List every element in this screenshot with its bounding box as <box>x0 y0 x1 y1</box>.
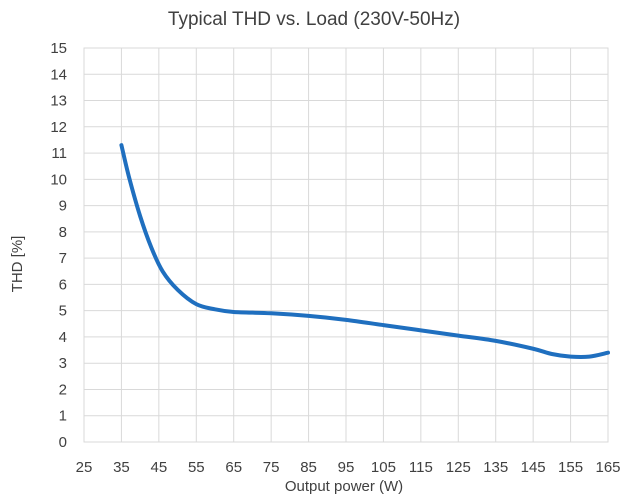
y-tick-label: 3 <box>59 355 67 372</box>
x-tick-label: 45 <box>151 459 168 476</box>
y-tick-label: 4 <box>59 329 67 346</box>
y-tick-label: 12 <box>50 119 67 136</box>
x-tick-label: 55 <box>188 459 205 476</box>
y-tick-label: 1 <box>59 408 67 425</box>
y-tick-label: 2 <box>59 381 67 398</box>
x-axis-label: Output power (W) <box>285 478 403 495</box>
x-tick-label: 85 <box>300 459 317 476</box>
x-tick-label: 135 <box>483 459 508 476</box>
y-tick-label: 9 <box>59 198 67 215</box>
grid <box>83 47 609 443</box>
x-tick-label: 105 <box>371 459 396 476</box>
y-tick-label: 5 <box>59 303 67 320</box>
series-layer <box>119 143 610 360</box>
x-tick-label: 75 <box>263 459 280 476</box>
y-tick-label: 10 <box>50 171 67 188</box>
chart-title: Typical THD vs. Load (230V-50Hz) <box>168 9 460 30</box>
y-tick-label: 8 <box>59 224 67 241</box>
x-tick-label: 125 <box>446 459 471 476</box>
x-tick-label: 145 <box>521 459 546 476</box>
x-tick-label: 165 <box>595 459 620 476</box>
y-tick-label: 11 <box>51 145 67 162</box>
x-tick-label: 35 <box>113 459 130 476</box>
plot-area-border <box>83 47 609 443</box>
x-tick-label: 95 <box>338 459 355 476</box>
y-tick-label: 6 <box>59 276 67 293</box>
y-tick-label: 7 <box>59 250 67 267</box>
y-tick-label: 0 <box>59 434 67 451</box>
y-tick-label: 13 <box>50 93 67 110</box>
x-tick-label: 25 <box>76 459 93 476</box>
y-tick-label: 14 <box>50 66 67 83</box>
x-tick-label: 65 <box>225 459 242 476</box>
y-tick-label: 15 <box>50 40 67 57</box>
y-axis-label: THD [%] <box>9 236 26 293</box>
x-tick-label: 155 <box>558 459 583 476</box>
x-tick-label: 115 <box>409 459 433 476</box>
thd-series-line <box>119 143 610 360</box>
